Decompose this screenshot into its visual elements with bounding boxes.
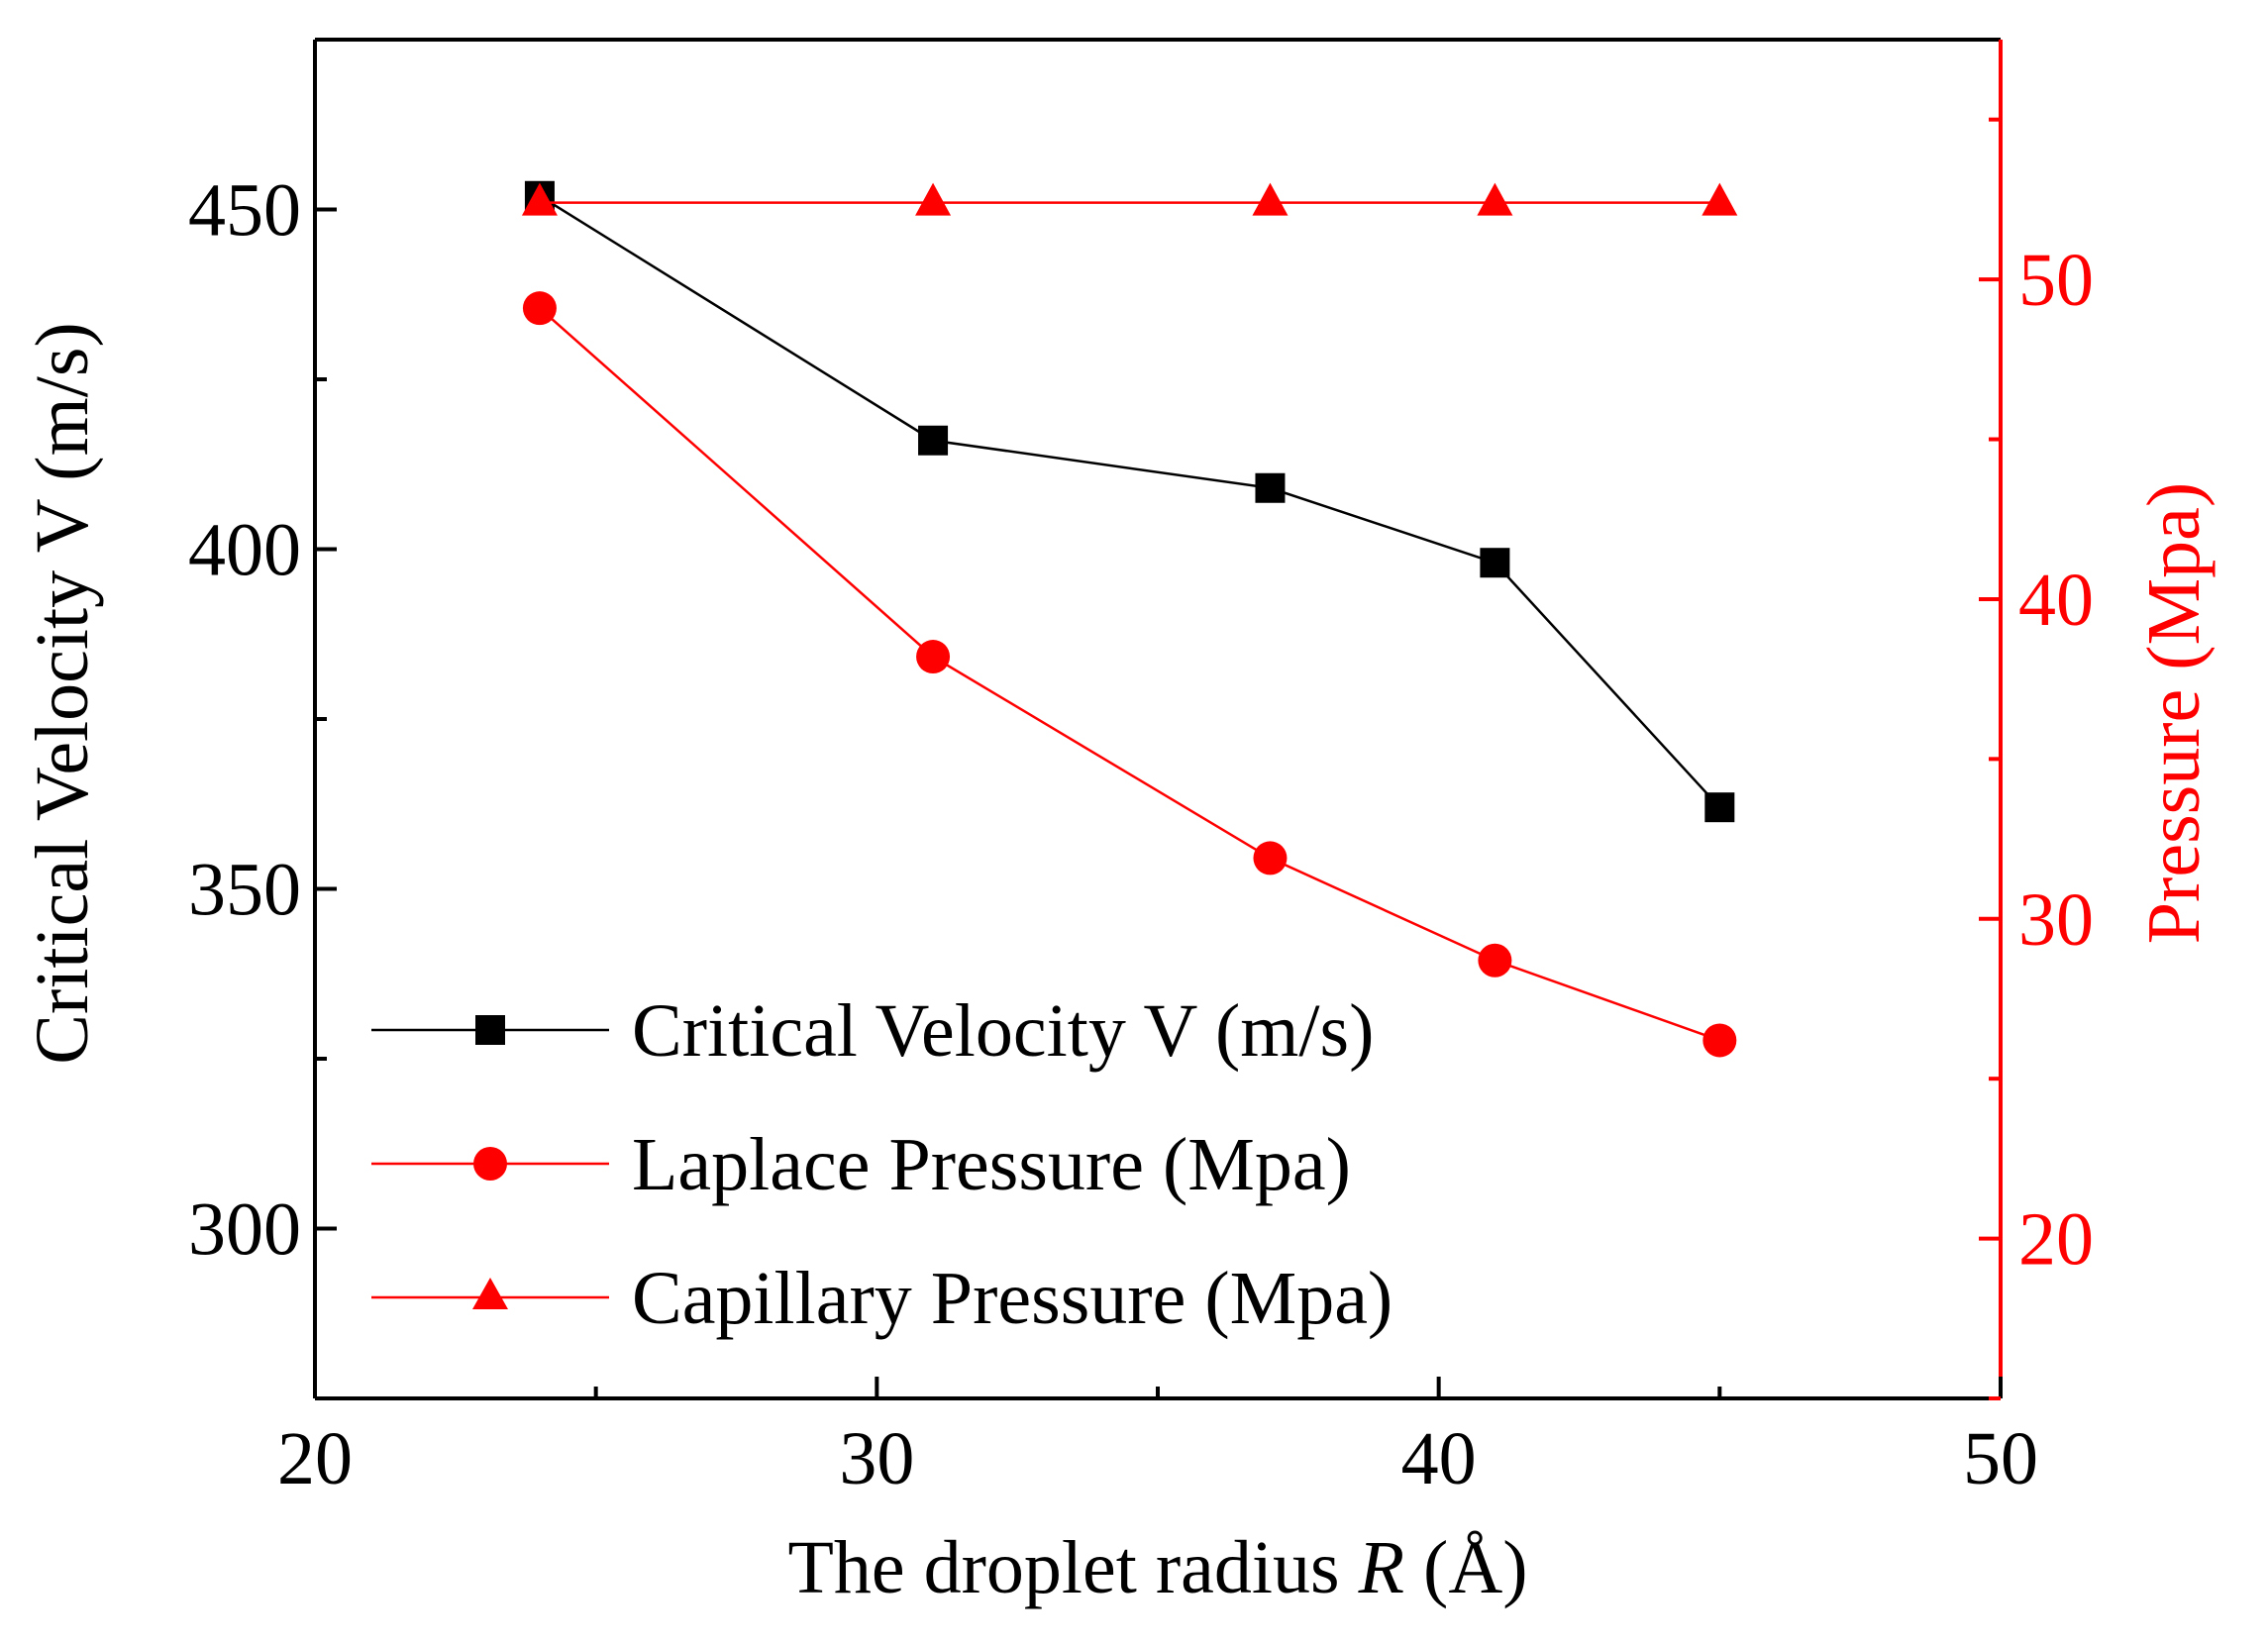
legend-triangle-marker bbox=[472, 1278, 508, 1309]
y-right-tick-label: 20 bbox=[2018, 1198, 2094, 1282]
data-point-circle bbox=[1478, 943, 1512, 978]
y-axis-left-title: Critical Velocity V (m/s) bbox=[21, 322, 104, 1064]
legend: Critical Velocity V (m/s) Laplace Pressu… bbox=[371, 989, 1392, 1340]
legend-item-critical-velocity: Critical Velocity V (m/s) bbox=[371, 989, 1374, 1073]
data-point-triangle bbox=[521, 182, 558, 216]
series-line-0 bbox=[539, 194, 1721, 809]
y-right-tick-label: 30 bbox=[2018, 878, 2094, 962]
y-left-tick-label: 350 bbox=[188, 849, 301, 932]
legend-label-capillary-pressure: Capillary Pressure (Mpa) bbox=[632, 1257, 1392, 1340]
data-point-triangle bbox=[1252, 182, 1289, 216]
legend-square-marker bbox=[475, 1015, 505, 1045]
data-point-circle bbox=[1702, 1023, 1737, 1058]
x-tick-label: 30 bbox=[839, 1417, 914, 1500]
y-left-tick-label: 450 bbox=[188, 169, 301, 253]
x-tick-label: 20 bbox=[277, 1417, 353, 1500]
x-tick-label: 40 bbox=[1401, 1417, 1477, 1500]
data-point-square bbox=[1480, 548, 1510, 578]
data-point-circle bbox=[1253, 841, 1288, 876]
series-layer bbox=[521, 180, 1738, 1058]
data-point-triangle bbox=[1701, 182, 1738, 216]
y-axis-left-ticks: 300 350 400 450 bbox=[188, 38, 337, 1272]
x-axis-ticks: 20 30 40 50 bbox=[277, 1377, 2038, 1500]
legend-label-critical-velocity: Critical Velocity V (m/s) bbox=[632, 989, 1374, 1073]
y-left-tick-label: 400 bbox=[188, 509, 301, 592]
data-point-square bbox=[1704, 792, 1735, 823]
series-0 bbox=[524, 180, 1735, 823]
y-axis-right-title: Pressure (Mpa) bbox=[2132, 482, 2216, 944]
series-1 bbox=[522, 291, 1737, 1058]
data-point-triangle bbox=[1477, 182, 1513, 216]
data-point-square bbox=[918, 425, 949, 456]
data-point-circle bbox=[916, 640, 951, 674]
y-right-tick-label: 50 bbox=[2018, 239, 2094, 322]
data-point-triangle bbox=[915, 182, 952, 216]
x-tick-label: 50 bbox=[1963, 1417, 2038, 1500]
series-line-1 bbox=[539, 307, 1720, 1042]
x-axis-title: The droplet radius R (Å) bbox=[787, 1526, 1527, 1609]
y-left-tick-label: 300 bbox=[188, 1188, 301, 1272]
legend-circle-marker bbox=[473, 1147, 507, 1181]
data-point-circle bbox=[522, 291, 557, 326]
legend-label-laplace-pressure: Laplace Pressure (Mpa) bbox=[632, 1123, 1351, 1206]
legend-item-laplace-pressure: Laplace Pressure (Mpa) bbox=[371, 1123, 1351, 1206]
series-2 bbox=[521, 182, 1738, 216]
y-right-tick-label: 40 bbox=[2018, 559, 2094, 642]
data-point-square bbox=[1255, 472, 1286, 503]
y-axis-right-ticks: 20 30 40 50 bbox=[1979, 117, 2094, 1400]
legend-item-capillary-pressure: Capillary Pressure (Mpa) bbox=[371, 1257, 1392, 1340]
